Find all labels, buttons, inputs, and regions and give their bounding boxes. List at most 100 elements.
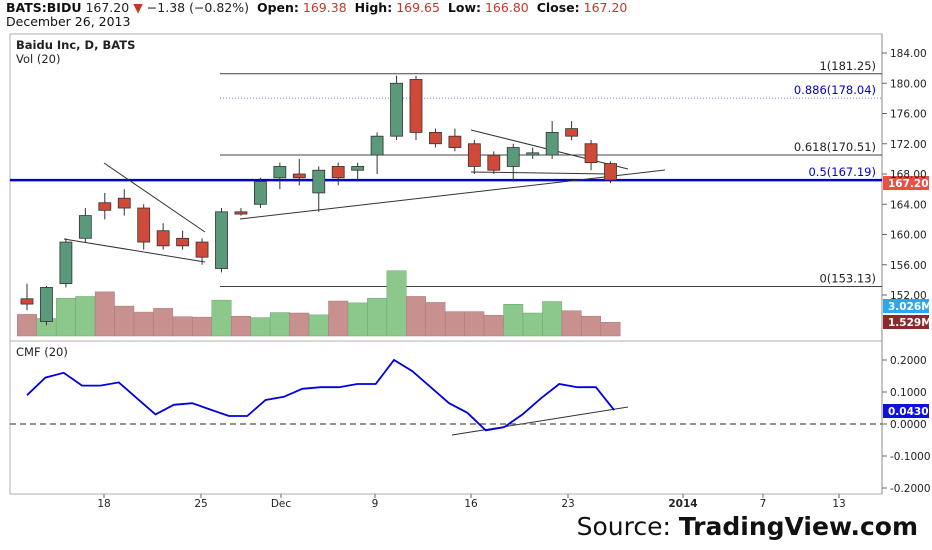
volume-bar — [522, 312, 543, 337]
price-tick-label: 184.00 — [890, 48, 927, 60]
cmf-series-line — [26, 358, 615, 432]
candle — [604, 161, 617, 184]
x-tick-label: 2014 — [668, 498, 697, 510]
candle — [273, 162, 287, 190]
volume-bar — [269, 312, 290, 337]
candle — [195, 238, 209, 265]
volume-bar — [192, 316, 213, 337]
candle-body — [467, 143, 481, 167]
candle — [253, 177, 267, 209]
volume-bar — [55, 298, 76, 337]
volume-bar — [308, 314, 329, 337]
fib-label: 0.618(170.51) — [794, 140, 876, 154]
candle — [351, 162, 365, 182]
candle — [312, 166, 326, 212]
open-value: 169.38 — [302, 0, 347, 15]
candle — [448, 128, 462, 152]
cmf-pane-title: CMF (20) — [16, 345, 68, 359]
x-tick-label: 23 — [561, 498, 574, 510]
source-credit: Source: TradingView.com — [577, 512, 918, 541]
volume-bar — [581, 315, 601, 337]
volume-bar — [425, 302, 446, 337]
candle-body — [487, 154, 501, 171]
main-pane-title: Baidu Inc, D, BATS — [16, 38, 135, 52]
x-tick-label: Dec — [271, 498, 292, 510]
price-tick-label: 160.00 — [890, 230, 927, 242]
volume-bar — [133, 311, 154, 337]
candle-body — [429, 132, 442, 145]
trendline — [451, 406, 629, 436]
volume-bar — [347, 302, 368, 337]
candle — [176, 230, 190, 250]
candle — [565, 121, 578, 140]
price-tick-label: 168.00 — [890, 169, 927, 181]
volume-up-badge-text: 3.026M — [888, 301, 932, 313]
cmf-value-badge-bg — [883, 404, 929, 418]
volume-bar — [17, 314, 37, 337]
candle-body — [565, 128, 578, 137]
fib-label: 0.5(167.19) — [808, 165, 876, 179]
candle-body — [195, 241, 209, 258]
volume-down-badge-text: 1.529M — [888, 317, 932, 329]
x-tick-label: 18 — [97, 498, 110, 510]
candle-body — [137, 207, 151, 243]
volume-bar — [483, 315, 504, 337]
volume-bar — [386, 270, 407, 337]
symbol-label: BATS:BIDU — [6, 0, 82, 15]
candle — [59, 238, 73, 288]
last-price: 167.20 — [85, 0, 130, 15]
candle-body — [59, 241, 73, 285]
candle-body — [273, 166, 287, 179]
cmf-tick-label: -0.2000 — [890, 483, 931, 495]
high-label: High: — [354, 0, 393, 15]
candle-body — [312, 169, 326, 194]
candle-body — [253, 181, 267, 205]
candle-body — [234, 211, 248, 215]
candle — [487, 151, 501, 174]
x-tick-label: 13 — [832, 498, 845, 510]
volume-bar — [406, 296, 426, 337]
cmf-value-badge: 0.0430 — [883, 404, 929, 418]
change-arrow-icon: ▼ — [133, 0, 143, 15]
main-pane-frame — [9, 33, 883, 342]
candle-body — [331, 166, 345, 179]
candle-body — [215, 211, 228, 269]
cmf-pane-frame — [9, 340, 883, 495]
fib-label: 0(153.13) — [819, 271, 876, 285]
volume-bar — [367, 298, 388, 337]
candle — [78, 208, 92, 243]
volume-bar — [444, 311, 465, 337]
candle-body — [78, 215, 92, 239]
candle-body — [370, 135, 384, 156]
volume-bar — [231, 315, 251, 337]
last-price-badge-bg — [883, 176, 929, 190]
volume-bar — [250, 317, 271, 337]
low-value: 166.80 — [484, 0, 529, 15]
close-label: Close: — [536, 0, 580, 15]
candle-body — [117, 197, 131, 209]
volume-bar — [328, 300, 349, 337]
fib-label: 1(181.25) — [819, 59, 876, 73]
candle-body — [448, 135, 462, 148]
volume-bar — [211, 299, 232, 337]
volume-bar — [464, 311, 485, 337]
candle — [20, 283, 34, 311]
high-value: 169.65 — [396, 0, 440, 15]
last-price-badge-text: 167.20 — [888, 178, 929, 190]
price-tick-label: 164.00 — [890, 199, 927, 211]
candle-body — [176, 237, 190, 247]
open-label: Open: — [256, 0, 299, 15]
volume-bar — [503, 304, 524, 337]
candle-body — [526, 152, 540, 156]
candle — [467, 139, 481, 174]
price-tick-label: 180.00 — [890, 78, 927, 90]
fib-label: 0.886(178.04) — [794, 83, 876, 97]
volume-down-badge: 1.529M — [883, 315, 932, 329]
candle-body — [156, 230, 170, 247]
cmf-tick-label: 0.2000 — [890, 355, 927, 367]
candle — [409, 75, 423, 140]
volume-up-badge: 3.026M — [883, 299, 932, 313]
volume-bar — [153, 308, 174, 337]
candle — [98, 192, 112, 220]
